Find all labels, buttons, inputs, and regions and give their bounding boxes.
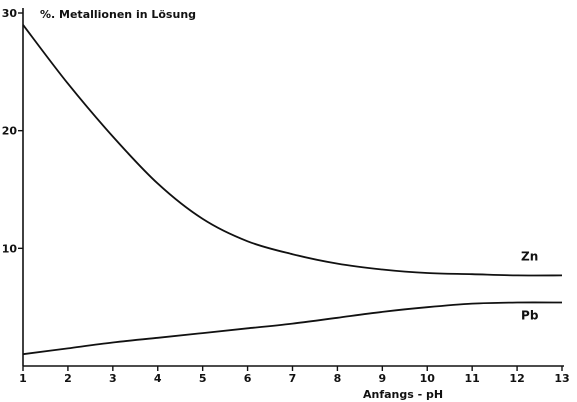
x-tick-label: 9: [379, 372, 387, 385]
y-tick-label: 10: [2, 242, 18, 255]
y-axis-title: %. Metallionen in Lösung: [40, 8, 196, 21]
x-tick-label: 1: [19, 372, 27, 385]
series-label-pb: Pb: [521, 308, 539, 322]
x-tick-label: 10: [420, 372, 436, 385]
series-label-zn: Zn: [521, 249, 538, 263]
x-tick-label: 11: [465, 372, 480, 385]
series-line-pb: [22, 301, 563, 356]
x-tick-label: 3: [109, 372, 117, 385]
x-axis-title: Anfangs - pH: [363, 388, 443, 401]
x-tick-label: 12: [509, 372, 524, 385]
series-line-zn: [22, 24, 563, 277]
axes-group: [22, 8, 564, 367]
labels-group: Zn Pb: [521, 249, 539, 322]
x-tick-label: 6: [244, 372, 252, 385]
x-tick-label: 4: [154, 372, 162, 385]
series-group: [22, 24, 563, 356]
x-tick-label: 5: [199, 372, 207, 385]
x-tick-label: 13: [554, 372, 569, 385]
x-tick-label: 8: [334, 372, 342, 385]
y-tick-label: 20: [2, 125, 18, 138]
y-tick-label: 30: [2, 7, 18, 20]
x-tick-label: 7: [289, 372, 297, 385]
x-tick-label: 2: [64, 372, 72, 385]
